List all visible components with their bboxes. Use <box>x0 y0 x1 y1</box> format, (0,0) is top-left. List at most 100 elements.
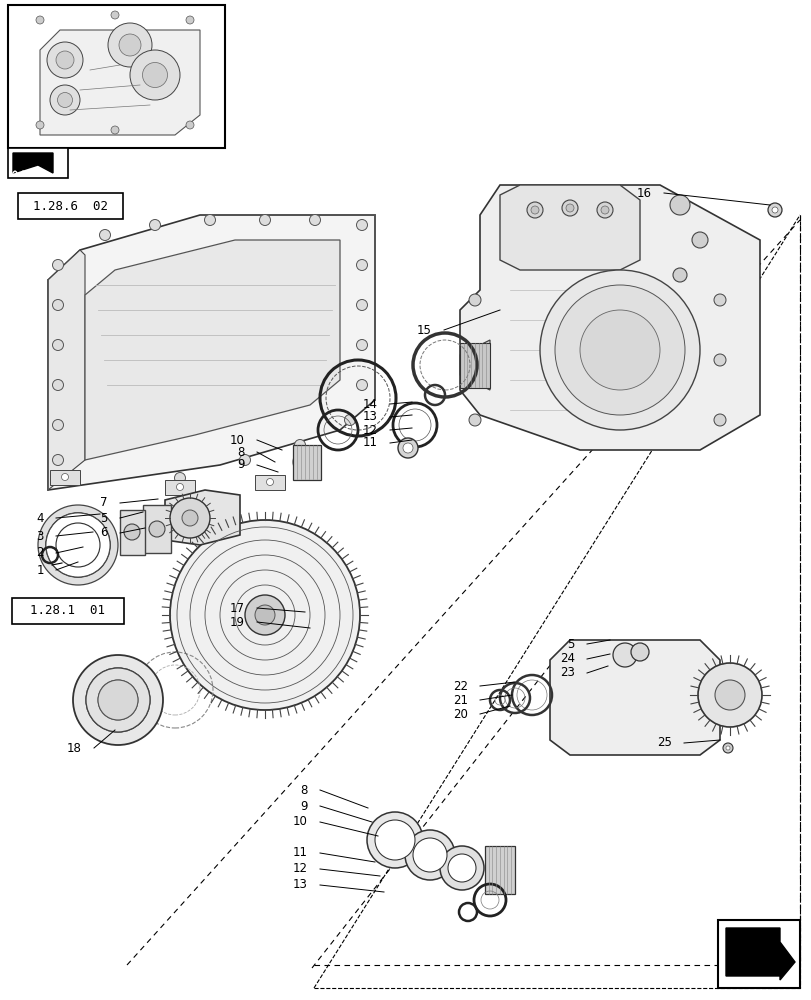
Circle shape <box>725 746 729 750</box>
Text: 19: 19 <box>230 615 245 628</box>
Circle shape <box>46 513 109 577</box>
Text: 11: 11 <box>293 846 307 859</box>
Circle shape <box>56 523 100 567</box>
Circle shape <box>413 838 446 872</box>
Circle shape <box>56 51 74 69</box>
Circle shape <box>169 498 210 538</box>
Text: 8: 8 <box>238 446 245 458</box>
Circle shape <box>53 379 63 390</box>
Text: 9: 9 <box>237 458 245 472</box>
Text: 12: 12 <box>293 862 307 876</box>
Polygon shape <box>725 928 794 980</box>
Circle shape <box>62 474 68 481</box>
Text: 11: 11 <box>363 436 378 450</box>
Circle shape <box>309 215 320 226</box>
Polygon shape <box>48 250 85 490</box>
Circle shape <box>530 206 539 214</box>
Circle shape <box>58 93 72 108</box>
Polygon shape <box>500 185 639 270</box>
Circle shape <box>204 215 215 226</box>
Text: 14: 14 <box>363 397 378 410</box>
Circle shape <box>771 207 777 213</box>
Bar <box>8 148 68 178</box>
Circle shape <box>526 202 543 218</box>
Circle shape <box>119 34 141 56</box>
Circle shape <box>86 668 150 732</box>
Text: 16: 16 <box>636 187 651 200</box>
Circle shape <box>266 479 273 486</box>
Circle shape <box>539 270 699 430</box>
Text: 1: 1 <box>36 564 44 576</box>
Circle shape <box>630 643 648 661</box>
Bar <box>293 445 320 480</box>
Circle shape <box>260 215 270 226</box>
Circle shape <box>176 484 183 490</box>
Text: 7: 7 <box>101 496 108 510</box>
Circle shape <box>174 473 185 484</box>
Circle shape <box>124 524 139 540</box>
Circle shape <box>86 668 150 732</box>
Bar <box>8 5 225 148</box>
Text: 20: 20 <box>453 708 467 720</box>
Circle shape <box>293 450 316 474</box>
Text: 1.28.1  01: 1.28.1 01 <box>31 604 105 617</box>
Text: 9: 9 <box>300 799 307 812</box>
Circle shape <box>111 11 119 19</box>
Circle shape <box>53 420 63 430</box>
Circle shape <box>111 126 119 134</box>
Circle shape <box>397 438 418 458</box>
Circle shape <box>561 200 577 216</box>
Circle shape <box>38 505 118 585</box>
Circle shape <box>53 340 63 351</box>
Polygon shape <box>460 340 489 390</box>
Circle shape <box>36 121 44 129</box>
Circle shape <box>100 230 110 240</box>
Circle shape <box>36 16 44 24</box>
Circle shape <box>73 655 163 745</box>
Circle shape <box>186 16 194 24</box>
Text: 10: 10 <box>293 815 307 828</box>
Text: 2: 2 <box>36 546 44 560</box>
Circle shape <box>612 643 636 667</box>
Circle shape <box>108 23 152 67</box>
Circle shape <box>714 680 744 710</box>
Text: 5: 5 <box>567 638 574 650</box>
Circle shape <box>405 830 454 880</box>
Text: 13: 13 <box>293 878 307 892</box>
Text: 3: 3 <box>36 530 44 542</box>
Bar <box>460 343 489 388</box>
Circle shape <box>47 42 83 78</box>
Circle shape <box>148 521 165 537</box>
Circle shape <box>767 203 781 217</box>
Circle shape <box>469 294 480 306</box>
Polygon shape <box>85 240 340 460</box>
Circle shape <box>53 300 63 310</box>
Bar <box>484 846 514 894</box>
Circle shape <box>98 680 138 720</box>
Circle shape <box>356 259 367 270</box>
Circle shape <box>713 354 725 366</box>
Circle shape <box>669 195 689 215</box>
Circle shape <box>356 340 367 351</box>
Circle shape <box>142 63 167 88</box>
Circle shape <box>186 121 194 129</box>
Circle shape <box>356 300 367 310</box>
Bar <box>18 193 122 219</box>
Polygon shape <box>40 30 200 135</box>
Bar <box>50 470 80 485</box>
Bar <box>717 920 799 988</box>
Circle shape <box>565 204 573 212</box>
Circle shape <box>255 605 275 625</box>
Circle shape <box>469 354 480 366</box>
Text: 5: 5 <box>101 512 108 524</box>
Text: 22: 22 <box>453 680 467 692</box>
Circle shape <box>600 206 608 214</box>
Bar <box>255 475 285 490</box>
Text: 17: 17 <box>230 601 245 614</box>
Bar <box>165 480 195 495</box>
Circle shape <box>596 202 612 218</box>
Circle shape <box>344 414 355 426</box>
Circle shape <box>722 743 732 753</box>
Polygon shape <box>549 640 719 755</box>
Circle shape <box>697 663 761 727</box>
